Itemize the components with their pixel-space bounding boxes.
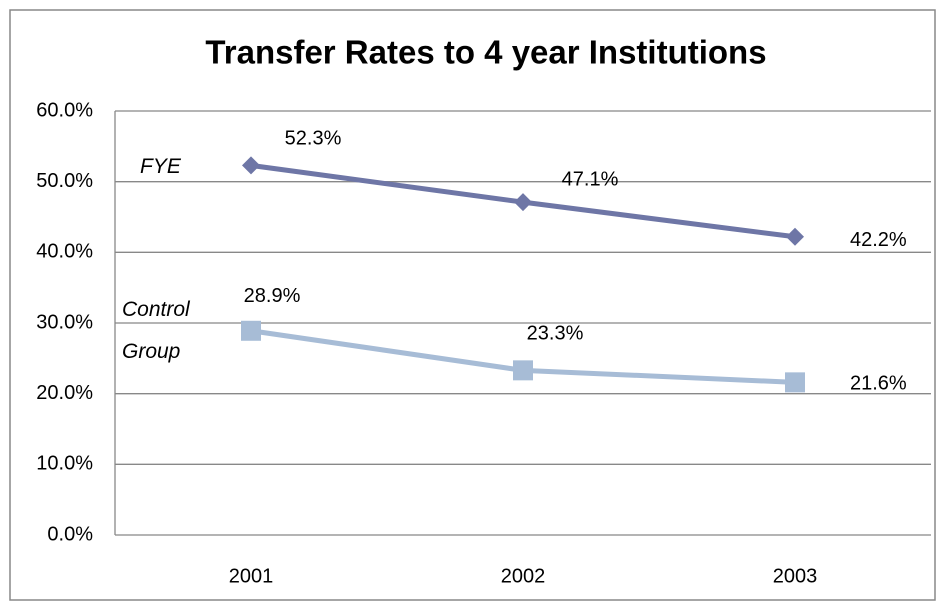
- y-tick-label: 60.0%: [36, 99, 93, 121]
- y-tick-label: 10.0%: [36, 453, 93, 475]
- y-tick-label: 50.0%: [36, 170, 93, 192]
- point-marker: [786, 227, 804, 246]
- y-tick-label: 40.0%: [36, 241, 93, 263]
- data-label: 47.1%: [562, 168, 619, 190]
- series-annotation: Control Group: [122, 298, 190, 363]
- chart-title: Transfer Rates to 4 year Institutions: [205, 34, 766, 71]
- series-annotation: FYE: [140, 155, 181, 178]
- chart-border: [9, 9, 936, 601]
- point-marker: [513, 360, 533, 381]
- data-label: 21.6%: [850, 373, 907, 395]
- x-tick-label: 2001: [229, 565, 274, 587]
- x-tick-label: 2002: [501, 565, 546, 587]
- data-label: 52.3%: [285, 128, 342, 150]
- data-label: 42.2%: [850, 229, 907, 251]
- point-marker: [785, 372, 805, 393]
- data-label: 23.3%: [527, 323, 584, 345]
- y-tick-label: 30.0%: [36, 311, 93, 333]
- point-marker: [514, 193, 532, 212]
- x-tick-label: 2003: [773, 565, 818, 587]
- data-label: 28.9%: [244, 285, 301, 307]
- point-marker: [242, 156, 260, 175]
- y-tick-label: 0.0%: [47, 523, 93, 545]
- point-marker: [241, 320, 261, 341]
- y-tick-label: 20.0%: [36, 382, 93, 404]
